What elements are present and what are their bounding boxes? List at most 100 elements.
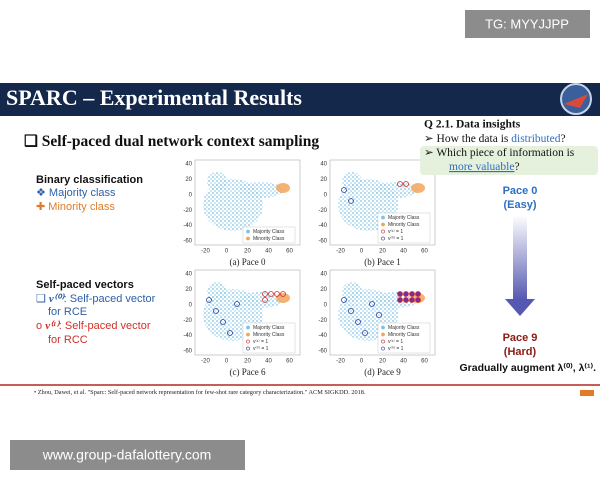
- y-tick-label: 0: [189, 192, 193, 198]
- vectors-title: Self-paced vectors: [36, 279, 134, 291]
- legend-label: v⁽⁰⁾ = 1: [388, 236, 404, 242]
- vector-symbol: v⁽⁰⁾: [49, 293, 65, 305]
- q-highlight: distributed: [511, 133, 560, 145]
- vector-symbol: v⁽¹⁾: [45, 320, 60, 332]
- pace-start: (Easy): [503, 199, 536, 211]
- rce-marker: [376, 312, 382, 318]
- watermark-bottom: www.group-dafalottery.com: [42, 447, 212, 463]
- question: ➢ How the data is distributed?: [424, 133, 566, 145]
- x-tick-label: 20: [379, 249, 386, 255]
- highlight-box: [420, 146, 598, 175]
- legend-box: [242, 322, 296, 354]
- pace-end: (Hard): [504, 346, 537, 358]
- legend-symbol: [381, 325, 385, 330]
- minority-cluster: [276, 293, 290, 303]
- legend-symbol: [246, 229, 250, 234]
- legend-label: Minority Class: [253, 332, 285, 338]
- x-tick-label: 60: [286, 249, 293, 255]
- majority-item: ❖ Majority class: [36, 187, 116, 199]
- y-tick-label: 0: [324, 302, 328, 308]
- legend-label: v⁽¹⁾ = 1: [388, 229, 403, 235]
- legend-symbol: [246, 332, 250, 337]
- item-text: Minority class: [48, 201, 115, 213]
- bullet: ✚: [36, 201, 48, 213]
- rce-marker: [227, 330, 233, 336]
- y-tick-label: 20: [185, 287, 192, 293]
- panel: 40 20 0 -20 -40 -60 -20 0 20 40 60 Majority ClassMi…: [183, 269, 301, 377]
- panel: 40 20 0 -20 -40 -60 -20 0 20 40 60 Majority ClassMi…: [183, 159, 301, 267]
- panel-caption: (b) Pace 1: [364, 257, 400, 267]
- vector-text: : Self-paced vector: [64, 293, 156, 305]
- legend-symbol: [246, 236, 250, 241]
- arrow-head: [505, 299, 535, 316]
- y-tick-label: 40: [320, 162, 327, 168]
- y-tick-label: -60: [183, 349, 192, 355]
- augment-text: Gradually augment λ⁽⁰⁾, λ⁽¹⁾.: [460, 362, 597, 374]
- vector-text: for RCC: [48, 334, 88, 346]
- binary-title: Binary classification: [36, 174, 143, 186]
- y-tick-label: -20: [318, 208, 327, 214]
- vector-text: : Self-paced vector: [59, 320, 151, 332]
- rcc-marker: [268, 291, 274, 297]
- q-text: ?: [560, 133, 565, 145]
- x-tick-label: 0: [360, 359, 364, 365]
- rce-marker: [213, 308, 219, 314]
- legend-label: Minority Class: [388, 222, 420, 228]
- legend-label: Minority Class: [388, 332, 420, 338]
- legend-symbol: [381, 339, 385, 344]
- citation-text: Zhou, Dawei, et al. "Sparc: Self-paced n…: [38, 389, 366, 396]
- x-tick-label: 0: [225, 359, 229, 365]
- y-tick-label: 40: [320, 272, 327, 278]
- legend-symbol: [381, 215, 385, 220]
- rce-marker: [362, 330, 368, 336]
- rce-marker: [220, 319, 226, 325]
- x-tick-label: -20: [336, 249, 345, 255]
- rce-marker: [355, 319, 361, 325]
- rcc-marker: [262, 297, 268, 303]
- majority-cloud: [342, 172, 362, 192]
- citation: • Zhou, Dawei, et al. "Sparc: Self-paced…: [34, 389, 366, 396]
- x-tick-label: 20: [244, 359, 251, 365]
- question: more valuable?: [449, 161, 520, 173]
- legend-label: Majority Class: [388, 215, 420, 221]
- vector-item: ❑ v⁽⁰⁾: Self-paced vector: [36, 293, 156, 305]
- panel-caption: (a) Pace 0: [230, 257, 266, 267]
- y-tick-label: -40: [318, 223, 327, 229]
- y-tick-label: -20: [183, 318, 192, 324]
- legend-box: [377, 322, 431, 354]
- legend-symbol: [381, 332, 385, 337]
- x-tick-label: 40: [265, 359, 272, 365]
- legend-symbol: [246, 325, 250, 330]
- insights-title: Q 2.1. Data insights: [424, 119, 521, 131]
- bullet: ➢: [424, 133, 437, 145]
- legend-label: v⁽¹⁾ = 1: [253, 339, 268, 345]
- x-tick-label: 60: [286, 359, 293, 365]
- rcc-marker: [274, 291, 280, 297]
- panel-caption: (d) Pace 9: [364, 367, 401, 377]
- y-tick-label: -60: [183, 239, 192, 245]
- legend-label: Majority Class: [253, 229, 285, 235]
- rce-marker: [206, 297, 212, 303]
- legend-symbol: [381, 222, 385, 227]
- x-tick-label: -20: [201, 359, 210, 365]
- bullet: ❑: [24, 133, 42, 150]
- majority-cloud: [239, 182, 283, 198]
- x-tick-label: 20: [244, 249, 251, 255]
- header-title: SPARC – Experimental Results: [6, 85, 302, 110]
- bullet: •: [34, 389, 38, 396]
- arrow-shaft: [513, 215, 527, 300]
- panel-caption: (c) Pace 6: [230, 367, 266, 377]
- legend-symbol: [246, 346, 250, 351]
- watermark-box: [10, 440, 245, 470]
- minority-cluster: [411, 183, 425, 193]
- y-tick-label: 20: [185, 177, 192, 183]
- rcc-marker: [403, 181, 409, 187]
- logo-mark: [564, 94, 588, 108]
- legend-symbol: [381, 229, 385, 234]
- q-text: ?: [514, 161, 519, 173]
- question: ➢ Which piece of information is: [424, 147, 575, 159]
- rce-marker: [348, 308, 354, 314]
- legend-box: [242, 226, 296, 244]
- x-tick-label: 40: [265, 249, 272, 255]
- legend-symbol: [381, 236, 385, 241]
